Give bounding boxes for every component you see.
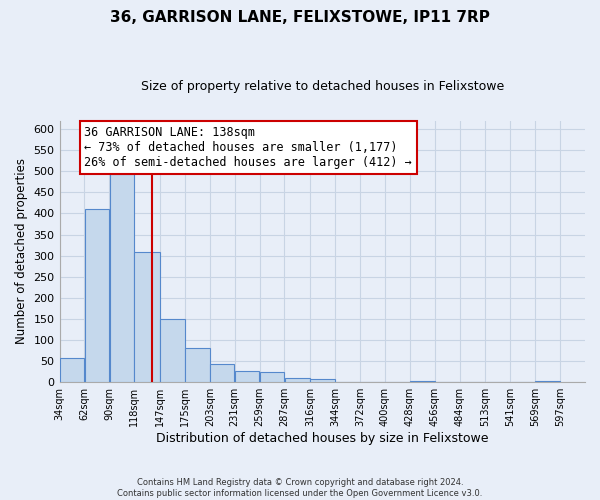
- Bar: [185, 348, 209, 382]
- Bar: [210, 364, 235, 382]
- Bar: [110, 174, 134, 382]
- Bar: [285, 378, 310, 382]
- Title: Size of property relative to detached houses in Felixstowe: Size of property relative to detached ho…: [140, 80, 504, 93]
- Bar: [310, 379, 335, 382]
- Bar: [160, 319, 185, 382]
- Text: 36, GARRISON LANE, FELIXSTOWE, IP11 7RP: 36, GARRISON LANE, FELIXSTOWE, IP11 7RP: [110, 10, 490, 25]
- Bar: [60, 358, 84, 382]
- Bar: [85, 209, 109, 382]
- X-axis label: Distribution of detached houses by size in Felixstowe: Distribution of detached houses by size …: [156, 432, 488, 445]
- Y-axis label: Number of detached properties: Number of detached properties: [15, 158, 28, 344]
- Text: Contains HM Land Registry data © Crown copyright and database right 2024.
Contai: Contains HM Land Registry data © Crown c…: [118, 478, 482, 498]
- Bar: [235, 371, 259, 382]
- Bar: [134, 252, 160, 382]
- Text: 36 GARRISON LANE: 138sqm
← 73% of detached houses are smaller (1,177)
26% of sem: 36 GARRISON LANE: 138sqm ← 73% of detach…: [85, 126, 412, 169]
- Bar: [535, 381, 560, 382]
- Bar: [260, 372, 284, 382]
